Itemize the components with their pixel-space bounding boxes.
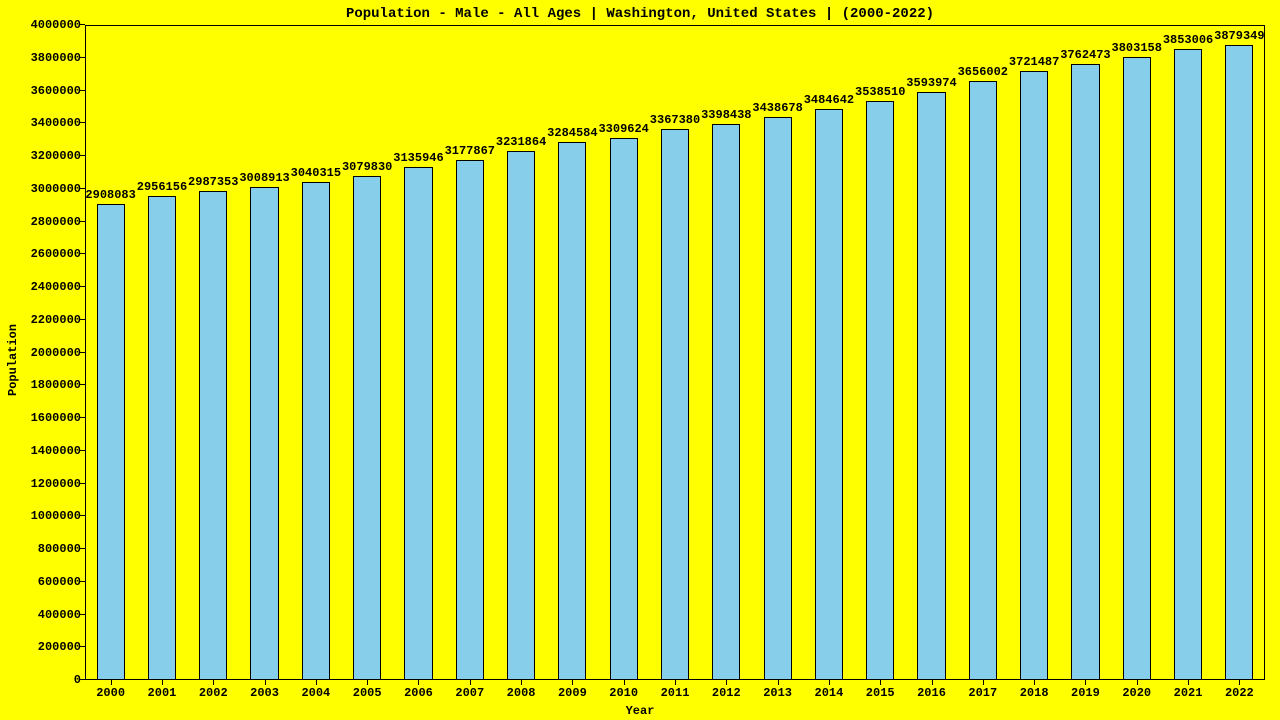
x-tick-label: 2007 <box>455 686 484 700</box>
bar <box>353 176 381 680</box>
bar-value-label: 3538510 <box>855 85 905 99</box>
bar-value-label: 3438678 <box>752 101 802 115</box>
y-tick-label: 600000 <box>38 575 85 589</box>
bar-value-label: 3593974 <box>906 76 956 90</box>
bar-value-label: 2987353 <box>188 175 238 189</box>
bar-value-label: 3484642 <box>804 93 854 107</box>
x-tick-label: 2009 <box>558 686 587 700</box>
bar-value-label: 3853006 <box>1163 33 1213 47</box>
chart-title: Population - Male - All Ages | Washingto… <box>0 6 1280 22</box>
x-tick-label: 2020 <box>1122 686 1151 700</box>
x-tick-label: 2000 <box>96 686 125 700</box>
y-tick-label: 800000 <box>38 542 85 556</box>
bar <box>456 160 484 680</box>
bar <box>610 138 638 680</box>
y-tick-label: 2800000 <box>31 215 85 229</box>
x-tick-label: 2014 <box>815 686 844 700</box>
y-tick-label: 0 <box>74 673 85 687</box>
y-tick-label: 1200000 <box>31 477 85 491</box>
y-tick-label: 3600000 <box>31 84 85 98</box>
x-tick-label: 2002 <box>199 686 228 700</box>
bar-value-label: 3879349 <box>1214 29 1264 43</box>
y-tick-label: 2400000 <box>31 280 85 294</box>
plot-area: 0200000400000600000800000100000012000001… <box>85 25 1265 680</box>
x-tick-label: 2005 <box>353 686 382 700</box>
x-axis-label: Year <box>0 704 1280 718</box>
bar-value-label: 3079830 <box>342 160 392 174</box>
bar-value-label: 3398438 <box>701 108 751 122</box>
chart-container: Population - Male - All Ages | Washingto… <box>0 0 1280 720</box>
bar-value-label: 2908083 <box>85 188 135 202</box>
bar <box>969 81 997 680</box>
x-tick-label: 2013 <box>763 686 792 700</box>
bar <box>148 196 176 680</box>
bar <box>507 151 535 680</box>
bar <box>1174 49 1202 680</box>
bar <box>661 129 689 680</box>
bar-value-label: 3177867 <box>445 144 495 158</box>
x-tick-label: 2017 <box>968 686 997 700</box>
bar-value-label: 3803158 <box>1112 41 1162 55</box>
bar-value-label: 3762473 <box>1060 48 1110 62</box>
x-tick-label: 2012 <box>712 686 741 700</box>
x-tick-label: 2010 <box>609 686 638 700</box>
y-tick-label: 2000000 <box>31 346 85 360</box>
y-tick-label: 1000000 <box>31 509 85 523</box>
y-tick-label: 400000 <box>38 608 85 622</box>
bar-value-label: 3231864 <box>496 135 546 149</box>
x-tick-label: 2008 <box>507 686 536 700</box>
x-tick-label: 2015 <box>866 686 895 700</box>
x-tick-label: 2022 <box>1225 686 1254 700</box>
bar <box>558 142 586 680</box>
bar <box>917 92 945 681</box>
y-tick-label: 2600000 <box>31 247 85 261</box>
bar-value-label: 3040315 <box>291 166 341 180</box>
bar <box>866 101 894 680</box>
y-axis-label: Population <box>6 324 20 396</box>
x-tick-label: 2003 <box>250 686 279 700</box>
y-tick-label: 3400000 <box>31 116 85 130</box>
bar-value-label: 3008913 <box>239 171 289 185</box>
y-tick-label: 3200000 <box>31 149 85 163</box>
bar-value-label: 2956156 <box>137 180 187 194</box>
bar-value-label: 3309624 <box>598 122 648 136</box>
bar-value-label: 3135946 <box>393 151 443 165</box>
y-tick-label: 1400000 <box>31 444 85 458</box>
y-tick-label: 200000 <box>38 640 85 654</box>
bar <box>1071 64 1099 680</box>
bar-value-label: 3721487 <box>1009 55 1059 69</box>
bar <box>250 187 278 680</box>
x-tick-label: 2018 <box>1020 686 1049 700</box>
x-tick-label: 2016 <box>917 686 946 700</box>
bar <box>712 124 740 680</box>
bar <box>1020 71 1048 680</box>
bar <box>1225 45 1253 680</box>
y-tick-label: 3800000 <box>31 51 85 65</box>
bar <box>302 182 330 680</box>
bar-value-label: 3656002 <box>958 65 1008 79</box>
y-tick-label: 1600000 <box>31 411 85 425</box>
bar-value-label: 3284584 <box>547 126 597 140</box>
y-tick-label: 2200000 <box>31 313 85 327</box>
x-tick-label: 2006 <box>404 686 433 700</box>
x-tick-label: 2011 <box>661 686 690 700</box>
bar <box>1123 57 1151 680</box>
x-tick-label: 2021 <box>1174 686 1203 700</box>
bar <box>815 109 843 680</box>
bar-value-label: 3367380 <box>650 113 700 127</box>
bar <box>199 191 227 680</box>
x-tick-label: 2019 <box>1071 686 1100 700</box>
bar <box>97 204 125 680</box>
y-tick-label: 4000000 <box>31 18 85 32</box>
y-tick-label: 3000000 <box>31 182 85 196</box>
x-tick-label: 2001 <box>148 686 177 700</box>
bar <box>404 167 432 681</box>
y-tick-label: 1800000 <box>31 378 85 392</box>
x-tick-label: 2004 <box>301 686 330 700</box>
bar <box>764 117 792 680</box>
